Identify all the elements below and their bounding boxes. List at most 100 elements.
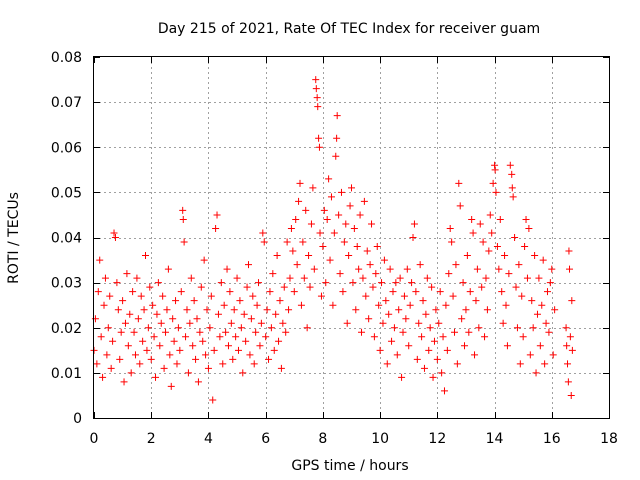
x-axis-label: GPS time / hours xyxy=(291,458,408,474)
data-point xyxy=(262,333,270,341)
data-point xyxy=(220,301,228,309)
data-point xyxy=(521,243,529,251)
data-point xyxy=(511,234,519,241)
data-point xyxy=(501,252,509,260)
data-point xyxy=(177,288,185,296)
data-point xyxy=(528,297,536,305)
data-point xyxy=(562,324,570,332)
data-point xyxy=(479,238,487,246)
data-point xyxy=(498,288,506,296)
data-point xyxy=(179,206,187,214)
y-tick-label: 0 xyxy=(73,411,82,427)
x-tick-label: 16 xyxy=(543,431,561,447)
data-point xyxy=(380,256,388,264)
data-point xyxy=(265,355,273,363)
data-point xyxy=(337,188,345,196)
data-point xyxy=(101,274,109,282)
data-point xyxy=(110,229,118,237)
data-point xyxy=(124,342,132,350)
data-point xyxy=(129,288,137,296)
data-point xyxy=(107,364,115,372)
data-point xyxy=(234,346,242,354)
data-point xyxy=(493,243,501,251)
data-point xyxy=(199,337,207,345)
data-point xyxy=(463,252,471,260)
data-point xyxy=(266,288,274,296)
data-point xyxy=(516,360,524,368)
data-point xyxy=(523,274,531,282)
data-point xyxy=(442,301,450,309)
data-point xyxy=(237,324,245,332)
data-point xyxy=(326,256,334,264)
data-point xyxy=(123,270,131,278)
data-point xyxy=(536,342,544,350)
data-point xyxy=(370,333,378,341)
data-point xyxy=(210,346,218,354)
data-point xyxy=(388,337,396,345)
data-point xyxy=(566,333,574,341)
data-point xyxy=(472,297,480,305)
x-tick-label: 10 xyxy=(371,431,389,447)
data-point xyxy=(398,373,406,381)
data-point xyxy=(315,134,323,142)
data-point xyxy=(345,252,353,260)
data-point xyxy=(432,306,440,314)
data-point xyxy=(335,211,343,219)
y-tick-label: 0.06 xyxy=(51,140,82,156)
data-point xyxy=(233,274,241,282)
grid-lines xyxy=(94,57,609,418)
data-point xyxy=(183,306,191,314)
data-point xyxy=(313,94,321,102)
data-point xyxy=(275,337,283,345)
data-point xyxy=(548,265,556,273)
data-point xyxy=(256,342,264,350)
data-point xyxy=(263,306,271,314)
data-point xyxy=(103,351,111,359)
data-point xyxy=(96,256,104,264)
y-tick-label: 0.04 xyxy=(51,231,82,247)
data-point xyxy=(563,342,571,350)
data-point xyxy=(160,364,168,372)
data-point xyxy=(307,220,315,228)
data-point xyxy=(227,319,235,327)
data-point xyxy=(272,310,280,318)
data-point xyxy=(508,170,516,178)
data-point xyxy=(167,382,175,390)
data-point xyxy=(283,238,291,246)
data-point xyxy=(329,301,337,309)
data-point xyxy=(223,265,231,273)
data-point xyxy=(515,261,523,269)
data-point xyxy=(346,202,354,210)
data-point xyxy=(468,215,476,223)
data-point xyxy=(429,373,437,381)
data-point xyxy=(276,297,284,305)
data-point xyxy=(290,288,298,296)
data-point xyxy=(478,283,486,291)
data-point xyxy=(131,351,139,359)
y-tick-label: 0.07 xyxy=(51,95,82,111)
data-point xyxy=(343,319,351,327)
data-point xyxy=(332,152,340,160)
data-point xyxy=(356,211,364,219)
data-point xyxy=(309,184,317,192)
data-point xyxy=(316,229,324,237)
data-point xyxy=(166,351,174,359)
data-point xyxy=(214,310,222,318)
data-point xyxy=(91,315,99,323)
data-point xyxy=(150,333,158,341)
data-point xyxy=(386,265,394,273)
data-point xyxy=(392,279,400,287)
data-point xyxy=(518,292,526,300)
data-point xyxy=(252,328,260,336)
data-point xyxy=(462,306,470,314)
data-point xyxy=(495,265,503,273)
data-point xyxy=(496,215,504,223)
data-point xyxy=(502,301,510,309)
data-point xyxy=(492,188,500,196)
x-tick-label: 4 xyxy=(204,431,213,447)
data-point xyxy=(567,391,575,399)
data-point xyxy=(204,364,212,372)
data-point xyxy=(249,292,257,300)
data-point xyxy=(488,229,496,237)
